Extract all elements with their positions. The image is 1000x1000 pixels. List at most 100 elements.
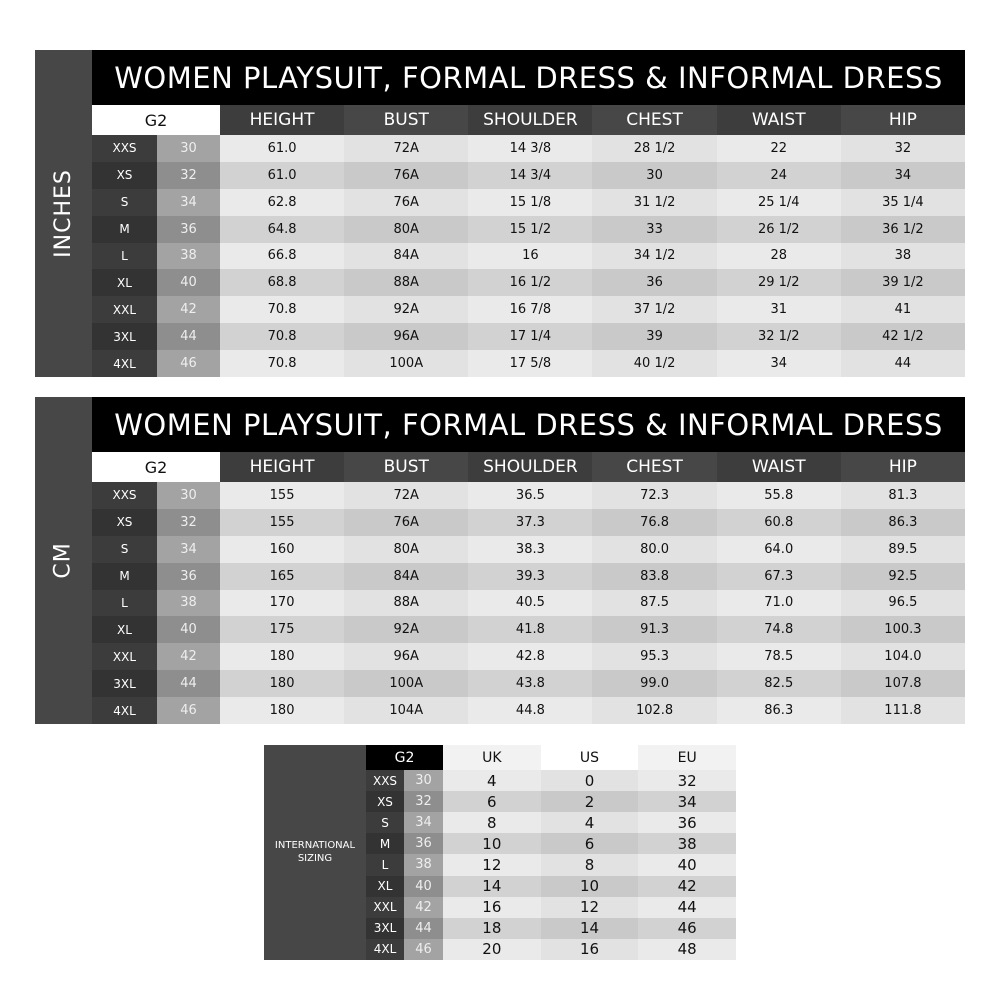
table-cell: 99.0: [592, 670, 717, 698]
column-header: US: [540, 745, 639, 770]
table-grid: G2 HEIGHT BUST SHOULDER CHEST WAIST HIP XXS 30 15…: [92, 452, 965, 724]
table-cell: 104.0: [840, 643, 965, 671]
column-header: SHOULDER: [468, 105, 593, 135]
size-label: M: [366, 833, 404, 855]
table-cell: 29 1/2: [716, 269, 841, 297]
table-cell: 43.8: [468, 670, 593, 698]
table-cell: 26 1/2: [716, 215, 841, 243]
g2-header: G2: [92, 105, 220, 135]
table-cell: 4: [540, 812, 639, 834]
table-cell: 30: [592, 161, 717, 189]
column-header: SHOULDER: [468, 452, 593, 482]
table-title: WOMEN PLAYSUIT, FORMAL DRESS & INFORMAL …: [92, 50, 965, 105]
size-label: 4XL: [92, 697, 157, 724]
table-cell: 39 1/2: [840, 269, 965, 297]
table-cell: 44: [638, 896, 736, 918]
table-cell: 68.8: [220, 269, 345, 297]
table-cell: 80A: [344, 535, 469, 563]
table-cell: 31 1/2: [592, 188, 717, 216]
table-cell: 70.8: [220, 350, 345, 377]
size-number: 34: [404, 812, 443, 834]
size-label: L: [92, 589, 157, 617]
column-header: HEIGHT: [220, 452, 345, 482]
table-cell: 31: [716, 296, 841, 324]
table-cell: 111.8: [840, 697, 965, 724]
size-label: XXL: [92, 296, 157, 324]
table-cell: 40.5: [468, 589, 593, 617]
table-cell: 62.8: [220, 188, 345, 216]
size-number: 42: [404, 896, 443, 918]
table-cell: 88A: [344, 589, 469, 617]
table-cell: 87.5: [592, 589, 717, 617]
size-label: M: [92, 562, 157, 590]
size-label: XXS: [92, 135, 157, 162]
column-header: EU: [638, 745, 736, 770]
size-number: 40: [157, 616, 220, 644]
table-cell: 16: [468, 242, 593, 270]
table-cell: 46: [638, 917, 736, 939]
table-cell: 70.8: [220, 296, 345, 324]
table-cell: 84A: [344, 562, 469, 590]
table-cell: 6: [540, 833, 639, 855]
table-cell: 165: [220, 562, 345, 590]
table-cell: 83.8: [592, 562, 717, 590]
table-cell: 32: [840, 135, 965, 162]
size-label: L: [92, 242, 157, 270]
table-cell: 96A: [344, 323, 469, 351]
column-header: UK: [443, 745, 541, 770]
table-cell: 38: [638, 833, 736, 855]
table-cell: 42: [638, 875, 736, 897]
table-cell: 42.8: [468, 643, 593, 671]
table-cell: 17 5/8: [468, 350, 593, 377]
table-cell: 100A: [344, 350, 469, 377]
column-header: WAIST: [716, 452, 841, 482]
table-cell: 32 1/2: [716, 323, 841, 351]
table-cell: 55.8: [716, 482, 841, 509]
size-number: 40: [404, 875, 443, 897]
size-label: XXL: [92, 643, 157, 671]
table-cell: 78.5: [716, 643, 841, 671]
table-cell: 44: [840, 350, 965, 377]
table-cell: 36: [592, 269, 717, 297]
table-cell: 33: [592, 215, 717, 243]
size-number: 42: [157, 296, 220, 324]
table-cell: 12: [443, 854, 541, 876]
table-cell: 15 1/8: [468, 188, 593, 216]
size-number: 32: [157, 161, 220, 189]
column-header: HIP: [840, 452, 965, 482]
g2-header: G2: [366, 745, 443, 770]
table-cell: 82.5: [716, 670, 841, 698]
table-cell: 18: [443, 917, 541, 939]
size-number: 46: [157, 350, 220, 377]
size-label: L: [366, 854, 404, 876]
table-cell: 72A: [344, 482, 469, 509]
table-cell: 36 1/2: [840, 215, 965, 243]
table-cell: 67.3: [716, 562, 841, 590]
table-cell: 91.3: [592, 616, 717, 644]
table-cell: 16: [443, 896, 541, 918]
table-grid: G2 HEIGHT BUST SHOULDER CHEST WAIST HIP XXS 30 61…: [92, 105, 965, 377]
table-cell: 76A: [344, 188, 469, 216]
table-cell: 72A: [344, 135, 469, 162]
size-label: XL: [92, 269, 157, 297]
table-cell: 20: [443, 938, 541, 960]
size-label: S: [92, 188, 157, 216]
size-number: 38: [157, 242, 220, 270]
table-cell: 48: [638, 938, 736, 960]
table-cell: 42 1/2: [840, 323, 965, 351]
size-label: XS: [92, 161, 157, 189]
table-cell: 24: [716, 161, 841, 189]
size-number: 30: [404, 770, 443, 792]
unit-text: CM: [51, 542, 76, 579]
column-header: HEIGHT: [220, 105, 345, 135]
table-cell: 37.3: [468, 508, 593, 536]
table-cell: 86.3: [716, 697, 841, 724]
column-header: HIP: [840, 105, 965, 135]
table-cell: 6: [443, 791, 541, 813]
table-cell: 84A: [344, 242, 469, 270]
table-cell: 95.3: [592, 643, 717, 671]
size-number: 30: [157, 482, 220, 509]
size-number: 36: [404, 833, 443, 855]
size-label: M: [92, 215, 157, 243]
size-number: 46: [157, 697, 220, 724]
